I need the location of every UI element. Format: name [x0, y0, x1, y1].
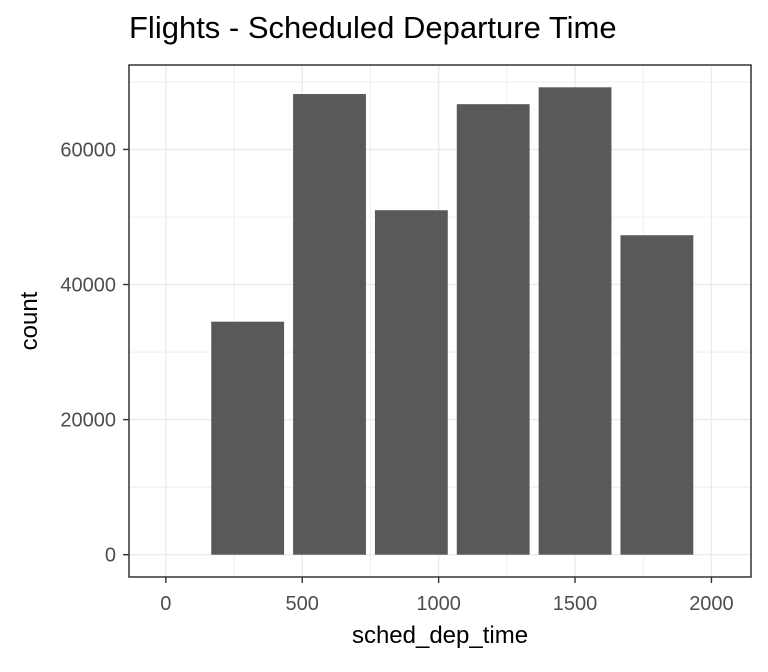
x-axis-ticks: 0 500 1000 1500 2000: [160, 577, 734, 615]
x-tick-label: 1500: [553, 593, 598, 615]
x-axis-title: sched_dep_time: [352, 622, 528, 649]
chart-title: Flights - Scheduled Departure Time: [129, 10, 617, 45]
bar: [538, 87, 612, 555]
y-tick-label: 0: [105, 545, 116, 567]
y-axis-ticks: 0 20000 40000 60000: [60, 139, 129, 567]
y-tick-label: 20000: [60, 410, 116, 432]
panel-border: [128, 64, 752, 578]
bar: [620, 235, 694, 555]
bar: [293, 94, 366, 555]
x-tick-label: 1000: [416, 593, 461, 615]
bar: [211, 321, 285, 555]
x-tick-label: 2000: [689, 593, 734, 615]
y-tick-label: 40000: [60, 275, 116, 297]
bar: [456, 104, 530, 555]
x-tick-label: 0: [160, 593, 171, 615]
y-tick-label: 60000: [60, 139, 116, 161]
x-tick-label: 500: [286, 593, 319, 615]
y-axis-title: count: [16, 291, 43, 350]
bar: [374, 210, 448, 555]
bars: [211, 87, 694, 555]
